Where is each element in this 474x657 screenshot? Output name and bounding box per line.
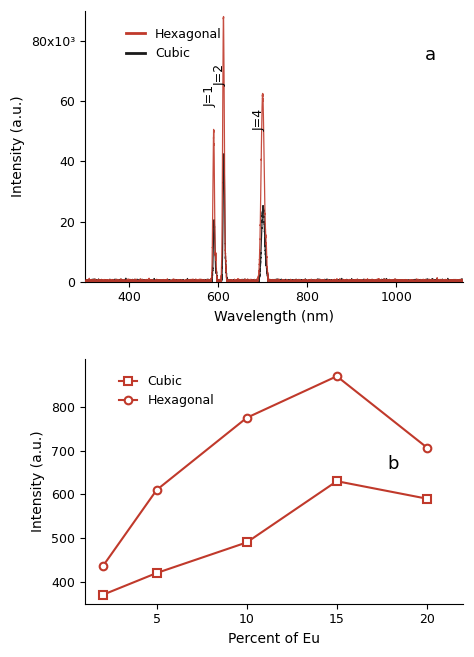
Text: b: b [387,455,399,473]
X-axis label: Wavelength (nm): Wavelength (nm) [214,310,334,324]
Text: a: a [425,46,436,64]
Cubic [244,539,250,547]
Hexagonal [154,486,160,494]
Hexagonal [424,443,430,451]
Legend: Hexagonal, Cubic: Hexagonal, Cubic [121,23,227,65]
Hexagonal [244,414,250,422]
Cubic [424,495,430,503]
Text: J=4: J=4 [253,109,265,131]
X-axis label: Percent of Eu: Percent of Eu [228,632,320,646]
Y-axis label: Intensity (a.u.): Intensity (a.u.) [31,430,46,532]
Legend: Cubic, Hexagonal: Cubic, Hexagonal [114,370,219,412]
Line: Hexagonal: Hexagonal [99,373,431,570]
Cubic [100,591,106,599]
Hexagonal [100,562,106,570]
Line: Cubic: Cubic [99,478,431,599]
Hexagonal [334,373,340,380]
Cubic [154,569,160,577]
Cubic [334,477,340,485]
Text: J=2: J=2 [213,64,227,86]
Text: J=1: J=1 [204,85,217,107]
Y-axis label: Intensity (a.u.): Intensity (a.u.) [11,96,25,197]
